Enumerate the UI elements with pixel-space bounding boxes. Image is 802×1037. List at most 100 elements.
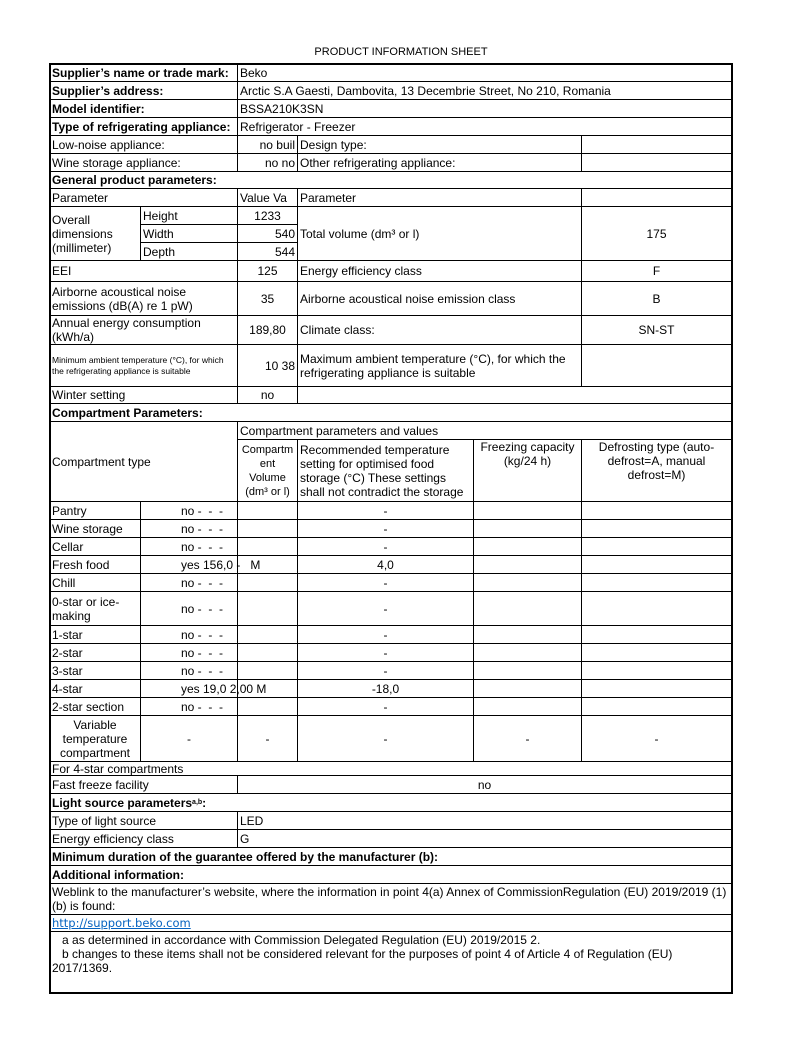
compartment-defrost [581, 573, 732, 592]
energy-class-label: Energy efficiency class [297, 260, 582, 282]
max-ambient-value [581, 344, 732, 387]
general-heading: General product parameters: [49, 171, 732, 189]
light-heading-text: Light source parameters [52, 795, 193, 810]
compartment-name: Chill [49, 573, 141, 592]
noise-label: Airborne acoustical noise emissions (dB(… [49, 281, 238, 316]
light-heading-colon: : [202, 795, 207, 810]
min-ambient-label: Minimum ambient temperature (°C), for wh… [49, 344, 238, 387]
fast-freeze-value: no [237, 775, 732, 794]
design-type-value [581, 135, 732, 154]
height-value: 1233 [237, 206, 298, 225]
compartment-name: 1-star [49, 625, 141, 644]
compartment-name: Pantry [49, 501, 141, 520]
light-type-label: Type of light source [49, 811, 238, 830]
compartment-defrost [581, 591, 732, 626]
compartment-temp: - [297, 697, 474, 716]
model-label: Model identifier: [49, 99, 238, 118]
defrost-header: Defrosting type (auto-defrost=A, manual … [581, 439, 732, 502]
light-heading-sup: a,b [192, 798, 203, 806]
compartment-freeze [473, 573, 582, 592]
compartment-temp: - [297, 661, 474, 680]
compartment-temp: - [297, 573, 474, 592]
compartment-defrost [581, 537, 732, 556]
compartment-name: Cellar [49, 537, 141, 556]
compartment-freeze [473, 643, 582, 662]
compartment-defrost [581, 501, 732, 520]
compartment-volume [237, 643, 298, 662]
eei-label: EEI [49, 260, 238, 282]
compartment-type-header: Compartment type [49, 421, 238, 502]
compartment-volume [237, 625, 298, 644]
compartment-value: no - - - [140, 697, 238, 716]
climate-label: Climate class: [297, 315, 582, 345]
light-class-value: G [237, 829, 732, 848]
width-value: 540 [237, 224, 298, 243]
header-parameter: Parameter [49, 188, 238, 207]
compartment-defrost [581, 661, 732, 680]
design-type-label: Design type: [297, 135, 582, 154]
winter-label: Winter setting [49, 386, 238, 404]
compartment-temp: - [297, 519, 474, 538]
supplier-label: Supplier’s name or trade mark: [49, 63, 238, 82]
compartment-volume [237, 661, 298, 680]
guarantee-label: Minimum duration of the guarantee offere… [49, 847, 732, 866]
page-title: PRODUCT INFORMATION SHEET [314, 46, 488, 58]
compartment-name: 2-star section [49, 697, 141, 716]
depth-label: Depth [140, 242, 238, 261]
width-label: Width [140, 224, 238, 243]
total-volume-value: 175 [581, 206, 732, 261]
compartment-value: no - - - [140, 661, 238, 680]
variable-volume: - [237, 715, 298, 762]
light-heading: Light source parameters a,b: [49, 793, 732, 812]
compartment-temp: - [297, 501, 474, 520]
max-ambient-label: Maximum ambient temperature (°C), for wh… [297, 344, 582, 387]
winter-value: no [237, 386, 298, 404]
type-value: Refrigerator - Freezer [237, 117, 732, 136]
supplier-value: Beko [237, 63, 732, 82]
compartment-freeze [473, 519, 582, 538]
header-parameter-2: Parameter [297, 188, 582, 207]
fast-freeze-label: Fast freeze facility [49, 775, 238, 794]
noise-value: 35 [237, 281, 298, 316]
compartment-value: no - - - [140, 625, 238, 644]
noise-class-label: Airborne acoustical noise emission class [297, 281, 582, 316]
eei-value: 125 [237, 260, 298, 282]
footnote-a: a as determined in accordance with Commi… [52, 933, 541, 947]
four-star-label: For 4-star compartments [49, 761, 732, 776]
compartment-temp: 4,0 [297, 555, 474, 574]
compartment-group-header: Compartment parameters and values [237, 421, 732, 440]
compartment-volume [237, 519, 298, 538]
address-label: Supplier’s address: [49, 81, 238, 100]
header-value: Value Va [237, 188, 298, 207]
noise-class-value: B [581, 281, 732, 316]
compartment-defrost [581, 555, 732, 574]
energy-class-value: F [581, 260, 732, 282]
height-label: Height [140, 206, 238, 225]
compartment-temp: -18,0 [297, 679, 474, 698]
compartment-defrost [581, 643, 732, 662]
compartment-value: no - - - [140, 573, 238, 592]
wine-label: Wine storage appliance: [49, 153, 238, 172]
compartment-value: no - - - [140, 519, 238, 538]
compartment-temp: - [297, 591, 474, 626]
light-type-value: LED [237, 811, 732, 830]
light-class-label: Energy efficiency class [49, 829, 238, 848]
compartment-freeze [473, 501, 582, 520]
ambient-value: 10 38 [237, 344, 298, 387]
compartment-value: no - - - [140, 643, 238, 662]
compartment-volume [237, 679, 298, 698]
compartment-value: yes 19,0 2,00 M [140, 679, 266, 698]
compartment-temp: - [297, 625, 474, 644]
variable-freeze: - [473, 715, 582, 762]
compartment-defrost [581, 697, 732, 716]
volume-header: Compartm ent Volume (dm³ or l) [237, 439, 298, 502]
compartment-value: no - - - [140, 501, 238, 520]
compartment-heading: Compartment Parameters: [49, 403, 732, 422]
support-link[interactable]: http://support.beko.com [49, 914, 732, 932]
compartment-name: Wine storage [49, 519, 141, 538]
variable-temp: - [297, 715, 474, 762]
compartment-freeze [473, 537, 582, 556]
compartment-value: yes 156,0 - M [140, 555, 260, 574]
total-volume-label: Total volume (dm³ or l) [297, 206, 582, 261]
